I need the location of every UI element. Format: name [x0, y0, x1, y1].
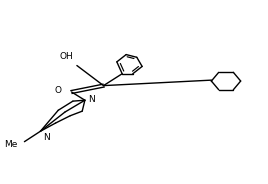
- Text: N: N: [43, 133, 50, 142]
- Text: Me: Me: [4, 140, 18, 149]
- Text: N: N: [88, 95, 95, 104]
- Text: OH: OH: [59, 52, 73, 61]
- Text: O: O: [55, 86, 62, 95]
